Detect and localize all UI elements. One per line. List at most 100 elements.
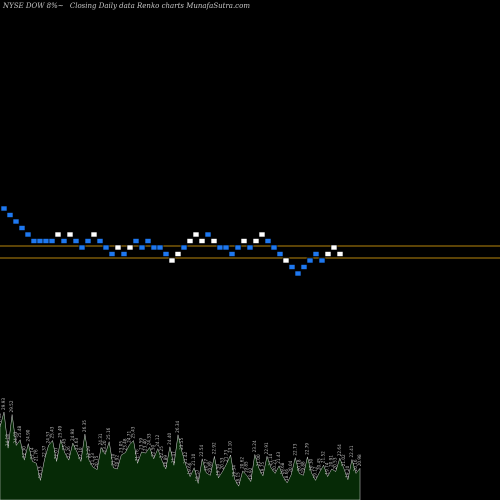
renko-brick-down	[96, 238, 104, 244]
renko-brick-up	[258, 231, 266, 238]
renko-brick-up	[114, 244, 122, 251]
volume-label: 24.98	[70, 429, 75, 441]
renko-brick-down	[84, 238, 92, 244]
renko-brick-up	[54, 231, 62, 238]
volume-label: 20.89	[163, 455, 168, 467]
volume-label: 20.27	[203, 458, 208, 470]
volume-label: 21.23	[90, 453, 95, 465]
volume-label: 21.73	[224, 450, 229, 462]
volume-label: 21.00	[256, 454, 261, 466]
renko-brick-down	[144, 238, 152, 244]
volume-label: 23.05	[118, 441, 123, 453]
volume-label: 19.13	[37, 466, 42, 478]
volume-label: 25.49	[58, 426, 63, 438]
volume-label: 20.18	[296, 459, 301, 471]
volume-label: 20.45	[317, 458, 322, 470]
renko-brick-up	[198, 238, 206, 244]
volume-label: 22.25	[159, 446, 164, 458]
renko-brick-down	[288, 264, 296, 270]
renko-brick-up	[210, 238, 218, 244]
volume-label: 21.76	[134, 449, 139, 461]
renko-brick-down	[0, 205, 8, 212]
volume-label: 20.62	[240, 457, 245, 469]
volume-label: 23.10	[228, 441, 233, 453]
renko-brick-down	[306, 257, 314, 264]
renko-brick-down	[36, 238, 44, 244]
volume-label: 20.75	[94, 455, 99, 467]
volume-label: 20.30	[308, 459, 313, 471]
renko-bricks	[0, 205, 344, 277]
volume-label: 22.92	[211, 442, 216, 454]
renko-brick-down	[6, 212, 14, 218]
volume-label: 21.10	[110, 453, 115, 465]
renko-brick-up	[174, 251, 182, 257]
volume-label: 23.40	[143, 439, 148, 451]
volume-label: 20.04	[288, 460, 293, 472]
renko-brick-down	[222, 244, 230, 251]
volume-label: 22.14	[29, 447, 34, 459]
volume-label: 26.34	[175, 420, 180, 432]
volume-label: 25.16	[106, 427, 111, 439]
volume-label: 20.16	[353, 459, 358, 471]
volume-label: 22.41	[349, 445, 354, 457]
volume-label: 24.31	[98, 433, 103, 445]
volume-label: 20.53	[220, 457, 225, 469]
renko-brick-up	[240, 238, 248, 244]
volume-label: 21.76	[33, 449, 38, 461]
volume-label: 21.14	[268, 453, 273, 465]
volume-label: 22.64	[337, 444, 342, 456]
volume-label: 18.92	[248, 467, 253, 479]
volume-label: 20.53	[333, 457, 338, 469]
chart-header: NYSE DOW 8%~ Closing Daily data Renko ch…	[3, 2, 254, 10]
volume-label: 24.18	[5, 434, 10, 446]
volume-label: 19.20	[345, 465, 350, 477]
renko-brick-up	[252, 238, 260, 244]
volume-label: 19.12	[312, 466, 317, 478]
renko-brick-down	[180, 244, 188, 251]
volume-label: 22.91	[264, 442, 269, 454]
volume-label: 24.40	[167, 432, 172, 444]
volume-label: 22.54	[199, 444, 204, 456]
volume-label: 21.43	[276, 451, 281, 463]
volume-label: 19.89	[207, 461, 212, 473]
renko-brick-down	[18, 225, 26, 231]
volume-label: 25.43	[50, 426, 55, 438]
renko-brick-down	[318, 257, 326, 264]
renko-brick-down	[72, 238, 80, 244]
volume-label: 27.50	[0, 413, 2, 425]
renko-brick-down	[216, 244, 224, 251]
renko-brick-down	[156, 244, 164, 251]
renko-brick-down	[204, 231, 212, 238]
volume-label: 20.98	[357, 454, 362, 466]
volume-label: 20.92	[114, 455, 119, 467]
volume-label: 18.57	[195, 469, 200, 481]
volume-label: 24.63	[13, 431, 18, 443]
volume-label: 24.71	[126, 431, 131, 443]
renko-brick-down	[300, 264, 308, 270]
volume-label: 23.63	[74, 438, 79, 450]
renko-brick-down	[42, 238, 50, 244]
renko-brick-down	[270, 244, 278, 251]
renko-brick-down	[312, 251, 320, 257]
renko-brick-up	[330, 244, 338, 251]
volume-label: 23.24	[252, 440, 257, 452]
volume-label: 25.43	[130, 426, 135, 438]
volume-area	[0, 411, 361, 500]
renko-brick-up	[186, 238, 194, 244]
volume-label: 21.02	[341, 454, 346, 466]
volume-label: 23.59	[139, 438, 144, 450]
chart-caption: Closing Daily data Renko charts MunafaSu…	[69, 2, 250, 10]
volume-label: 22.26	[66, 446, 71, 458]
renko-brick-down	[78, 244, 86, 251]
volume-label: 22.29	[86, 446, 91, 458]
renko-brick-down	[24, 231, 32, 238]
renko-brick-down	[30, 238, 38, 244]
volume-label: 22.30	[21, 446, 26, 458]
volume-label: 25.48	[17, 425, 22, 437]
volume-label: 23.55	[179, 438, 184, 450]
volume-label: 29.93	[1, 398, 6, 410]
renko-brick-down	[12, 218, 20, 225]
volume-label: 21.47	[171, 451, 176, 463]
